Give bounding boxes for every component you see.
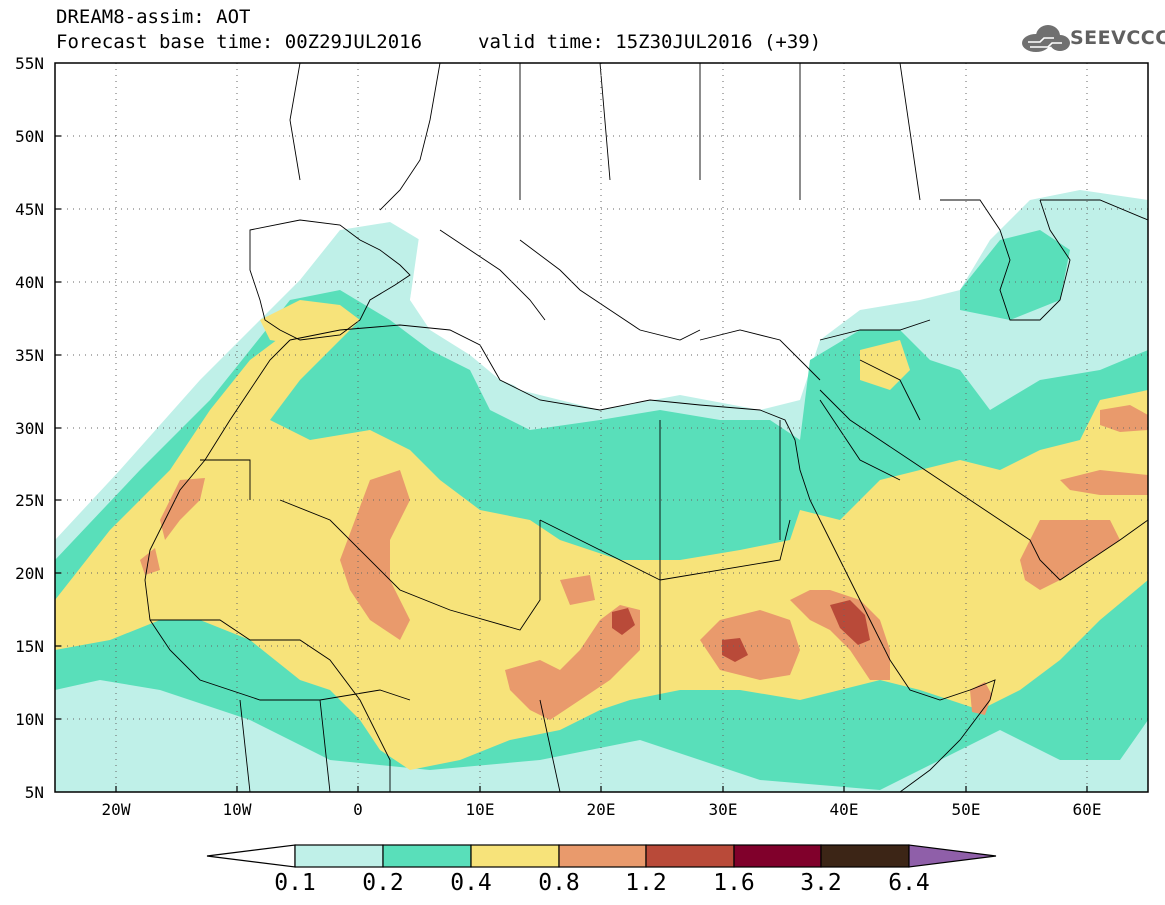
colorbar-label: 0.8	[538, 870, 580, 896]
lon-label: 40E	[829, 800, 859, 819]
lon-label: 10E	[465, 800, 495, 819]
lat-label: 35N	[15, 346, 44, 365]
colorbar-label: 3.2	[800, 870, 842, 896]
coastlines	[144, 63, 1148, 792]
lat-label: 5N	[24, 783, 44, 802]
lon-label: 0	[353, 800, 363, 819]
lon-label: 10W	[222, 800, 252, 819]
lon-label: 50E	[951, 800, 981, 819]
valid-time: valid time: 15Z30JUL2016 (+39)	[478, 31, 822, 53]
forecast-base-time: Forecast base time: 00Z29JUL2016	[56, 31, 423, 53]
lat-label: 50N	[15, 127, 44, 146]
lon-label: 20E	[586, 800, 616, 819]
axis-ticks	[55, 135, 1088, 792]
colorbar-label: 6.4	[888, 870, 930, 896]
aot-contour-0.8	[140, 405, 1148, 720]
colorbar-label: 0.2	[362, 870, 404, 896]
colorbar-label: 1.2	[625, 870, 667, 896]
lat-label: 40N	[15, 273, 44, 292]
lat-label: 10N	[15, 710, 44, 729]
logo-text: SEEVCCC	[1070, 27, 1165, 49]
graticule	[55, 63, 1148, 792]
aot-contour-1.2	[612, 600, 870, 662]
colorbar-label: 0.4	[450, 870, 492, 896]
lat-label: 30N	[15, 419, 44, 438]
map-title: DREAM8-assim: AOT	[56, 6, 251, 28]
colorbar-label: 0.1	[274, 870, 316, 896]
lat-label: 20N	[15, 564, 44, 583]
lon-label: 30E	[708, 800, 738, 819]
colorbar-label: 1.6	[713, 870, 755, 896]
cloud-icon	[1022, 25, 1070, 52]
lat-label: 45N	[15, 200, 44, 219]
lon-label: 20W	[101, 800, 131, 819]
lat-label: 55N	[15, 54, 44, 73]
lon-label: 60E	[1072, 800, 1102, 819]
lat-label: 25N	[15, 491, 44, 510]
lat-label: 15N	[15, 637, 44, 656]
aot-field	[55, 63, 1148, 792]
